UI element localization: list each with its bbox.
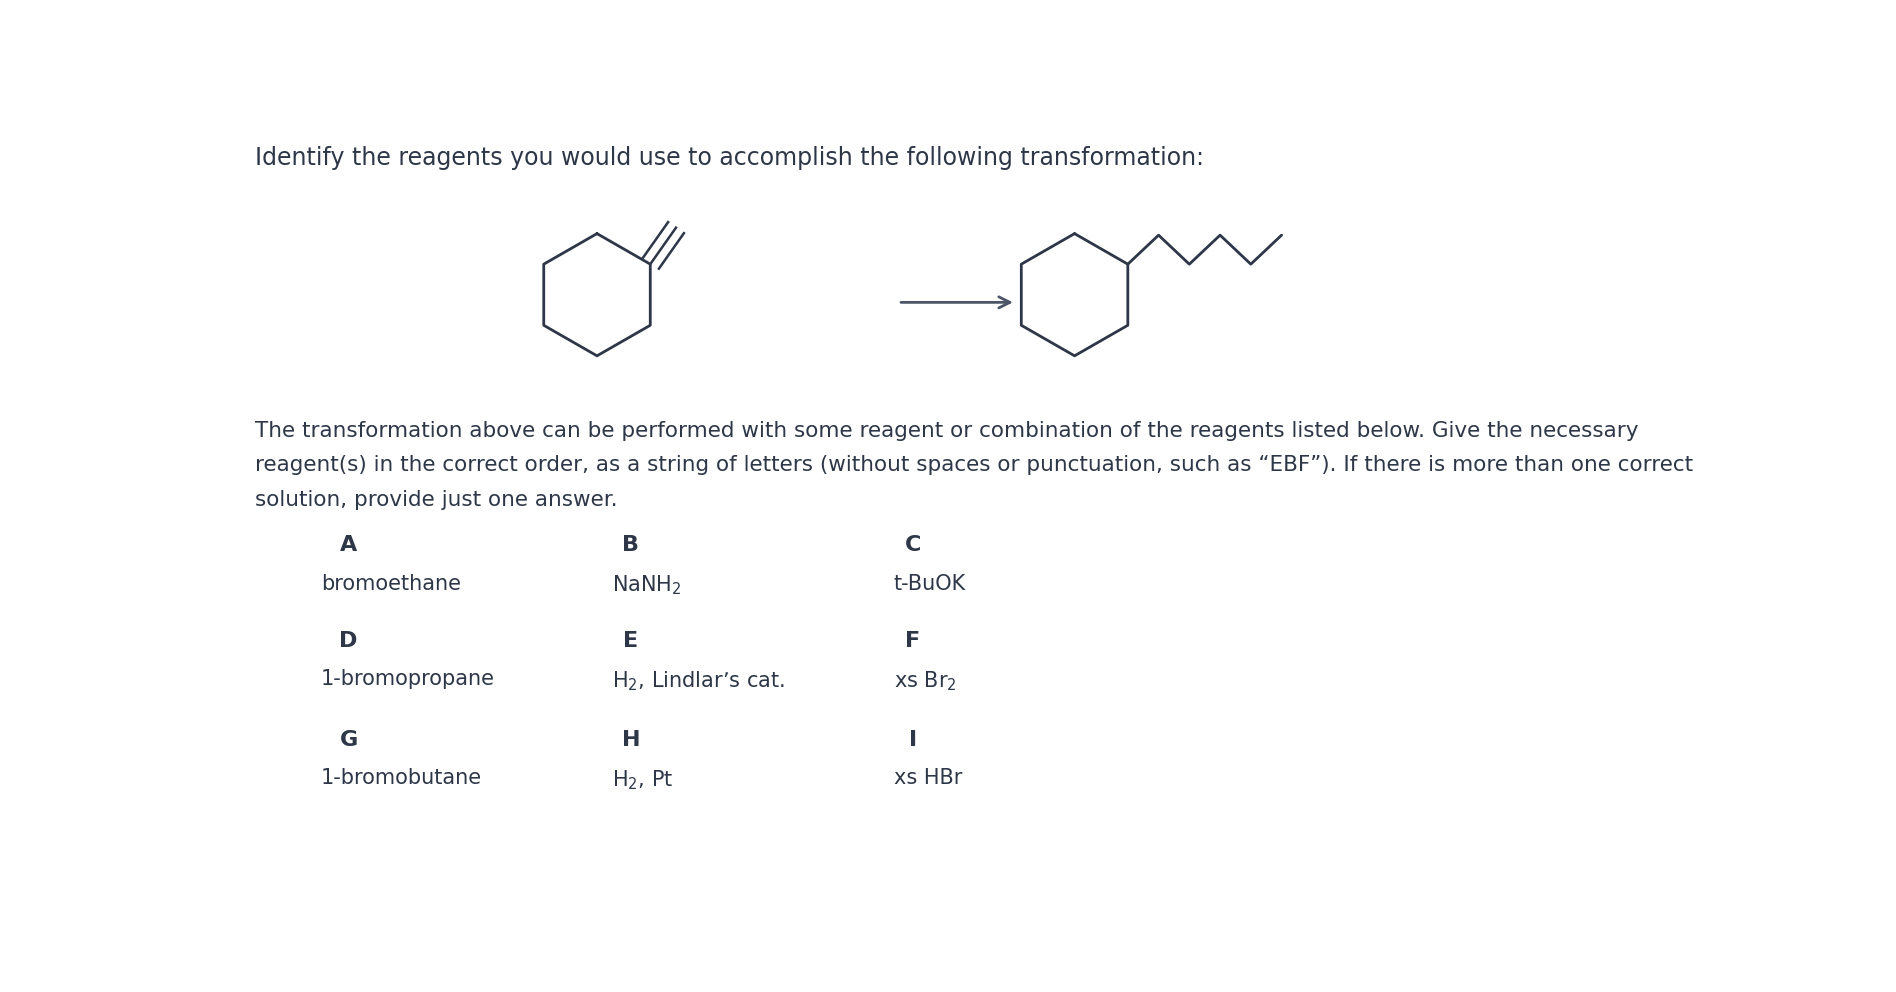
Text: Identify the reagents you would use to accomplish the following transformation:: Identify the reagents you would use to a… [254, 146, 1204, 170]
Text: bromoethane: bromoethane [320, 573, 461, 593]
Text: B: B [622, 536, 639, 556]
Text: A: A [339, 536, 356, 556]
Text: H$_2$, Lindlar’s cat.: H$_2$, Lindlar’s cat. [612, 669, 785, 692]
Text: F: F [906, 631, 920, 651]
Text: H: H [622, 730, 641, 750]
Text: C: C [904, 536, 921, 556]
Text: D: D [339, 631, 358, 651]
Text: H$_2$, Pt: H$_2$, Pt [612, 768, 673, 792]
Text: I: I [908, 730, 918, 750]
Text: xs Br$_2$: xs Br$_2$ [893, 669, 957, 692]
Text: t-BuOK: t-BuOK [893, 573, 967, 593]
Text: E: E [624, 631, 639, 651]
Text: G: G [339, 730, 358, 750]
Text: 1-bromobutane: 1-bromobutane [320, 768, 482, 789]
Text: xs HBr: xs HBr [893, 768, 961, 789]
Text: 1-bromopropane: 1-bromopropane [320, 669, 495, 689]
Text: solution, provide just one answer.: solution, provide just one answer. [254, 489, 618, 510]
Text: reagent(s) in the correct order, as a string of letters (without spaces or punct: reagent(s) in the correct order, as a st… [254, 455, 1693, 475]
Text: NaNH$_2$: NaNH$_2$ [612, 573, 681, 597]
Text: The transformation above can be performed with some reagent or combination of th: The transformation above can be performe… [254, 421, 1638, 440]
